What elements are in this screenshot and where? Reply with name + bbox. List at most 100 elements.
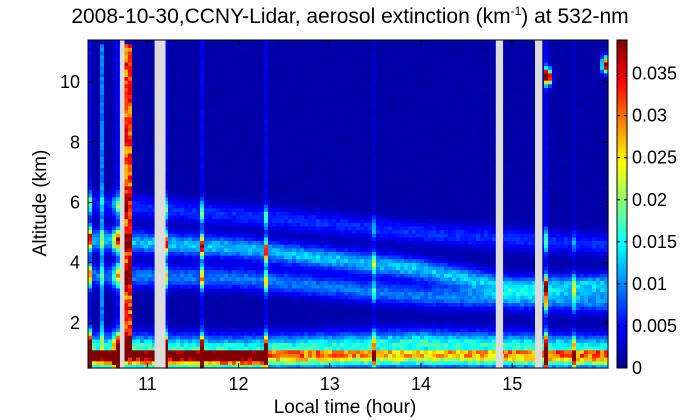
heatmap-cell bbox=[304, 291, 309, 296]
heatmap-cell bbox=[200, 291, 205, 296]
heatmap-cell bbox=[268, 320, 273, 325]
heatmap-cell bbox=[288, 342, 293, 347]
heatmap-cell bbox=[292, 134, 297, 139]
heatmap-cell bbox=[144, 76, 149, 81]
heatmap-cell bbox=[196, 87, 201, 92]
heatmap-cell bbox=[252, 94, 257, 99]
heatmap-cell bbox=[308, 251, 313, 256]
heatmap-cell bbox=[216, 101, 221, 107]
heatmap-cell bbox=[304, 349, 309, 355]
heatmap-cell bbox=[104, 163, 109, 169]
heatmap-cell bbox=[228, 171, 233, 176]
heatmap-cell bbox=[308, 204, 313, 209]
heatmap-cell bbox=[300, 131, 305, 136]
heatmap-cell bbox=[188, 200, 193, 205]
heatmap-cell bbox=[288, 152, 293, 158]
heatmap-cell bbox=[196, 160, 201, 165]
heatmap-cell bbox=[260, 244, 265, 249]
heatmap-cell bbox=[304, 50, 309, 56]
heatmap-cell bbox=[116, 185, 121, 191]
heatmap-cell bbox=[300, 193, 305, 198]
heatmap-cell bbox=[180, 149, 185, 154]
heatmap-cell bbox=[88, 357, 93, 362]
heatmap-cell bbox=[220, 236, 225, 242]
heatmap-cell bbox=[228, 218, 233, 223]
heatmap-cell bbox=[124, 167, 129, 172]
heatmap-cell bbox=[236, 182, 241, 187]
heatmap-cell bbox=[220, 43, 225, 48]
heatmap-cell bbox=[264, 295, 269, 300]
heatmap-cell bbox=[140, 276, 145, 282]
heatmap-cell bbox=[132, 291, 137, 296]
heatmap-cell bbox=[88, 83, 93, 88]
heatmap-cell bbox=[172, 225, 177, 231]
heatmap-cell bbox=[240, 54, 245, 59]
heatmap-cell bbox=[252, 211, 257, 216]
heatmap-cell bbox=[284, 269, 289, 274]
heatmap-cell bbox=[88, 306, 93, 311]
heatmap-cell bbox=[248, 218, 253, 223]
heatmap-cell bbox=[228, 229, 233, 234]
heatmap-cell bbox=[112, 65, 117, 70]
heatmap-cell bbox=[252, 265, 257, 271]
heatmap-cell bbox=[96, 171, 101, 176]
heatmap-cell bbox=[168, 273, 173, 278]
heatmap-cell bbox=[184, 69, 189, 74]
heatmap-cell bbox=[204, 240, 209, 245]
heatmap-cell bbox=[104, 316, 109, 322]
heatmap-cell bbox=[252, 72, 257, 78]
heatmap-cell bbox=[92, 222, 97, 227]
heatmap-cell bbox=[236, 50, 241, 56]
heatmap-cell bbox=[284, 265, 289, 271]
heatmap-cell bbox=[136, 211, 141, 216]
heatmap-cell bbox=[192, 306, 197, 311]
heatmap-cell bbox=[216, 131, 221, 136]
heatmap-cell bbox=[208, 65, 213, 70]
heatmap-cell bbox=[192, 112, 197, 118]
heatmap-cell bbox=[212, 302, 217, 307]
heatmap-cell bbox=[188, 324, 193, 329]
heatmap-cell bbox=[256, 214, 261, 220]
heatmap-cell bbox=[188, 101, 193, 107]
heatmap-cell bbox=[288, 225, 293, 231]
heatmap-cell bbox=[88, 98, 93, 103]
heatmap-cell bbox=[148, 298, 153, 303]
heatmap-cell bbox=[208, 222, 213, 227]
heatmap-cell bbox=[220, 255, 225, 260]
heatmap-cell bbox=[92, 178, 97, 183]
heatmap-cell bbox=[244, 276, 249, 282]
heatmap-cell bbox=[260, 284, 265, 289]
heatmap-cell bbox=[116, 236, 121, 242]
heatmap-cell bbox=[256, 54, 261, 59]
heatmap-cell bbox=[148, 349, 153, 355]
heatmap-cell bbox=[252, 273, 257, 278]
heatmap-cell bbox=[176, 123, 181, 129]
heatmap-cell bbox=[196, 101, 201, 107]
heatmap-cell bbox=[136, 131, 141, 136]
heatmap-cell bbox=[216, 69, 221, 74]
heatmap-cell bbox=[132, 349, 137, 355]
heatmap-cell bbox=[184, 229, 189, 234]
heatmap-cell bbox=[248, 357, 253, 362]
heatmap-cell bbox=[112, 204, 117, 209]
heatmap-cell bbox=[128, 91, 133, 96]
heatmap-cell bbox=[176, 360, 181, 365]
heatmap-cell bbox=[116, 211, 121, 216]
heatmap-cell bbox=[240, 189, 245, 194]
heatmap-cell bbox=[232, 47, 237, 52]
heatmap-cell bbox=[292, 156, 297, 161]
heatmap-cell bbox=[180, 211, 185, 216]
heatmap-cell bbox=[284, 163, 289, 169]
heatmap-cell bbox=[308, 225, 313, 231]
heatmap-cell bbox=[108, 218, 113, 223]
heatmap-cell bbox=[92, 291, 97, 296]
heatmap-cell bbox=[216, 127, 221, 132]
heatmap-cell bbox=[108, 120, 113, 125]
heatmap-cell bbox=[268, 262, 273, 267]
heatmap-cell bbox=[200, 287, 205, 293]
heatmap-cell bbox=[192, 295, 197, 300]
heatmap-cell bbox=[108, 61, 113, 67]
heatmap-cell bbox=[112, 306, 117, 311]
heatmap-cell bbox=[104, 40, 109, 45]
heatmap-cell bbox=[164, 211, 169, 216]
